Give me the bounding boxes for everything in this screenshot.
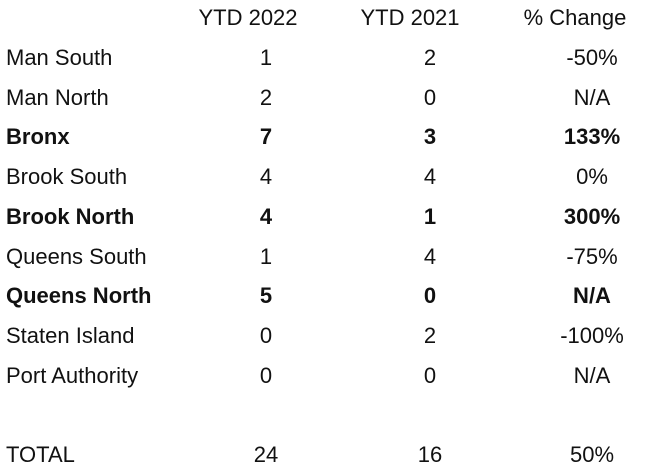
row-name: Staten Island [6, 322, 135, 348]
cell-value: 133% [563, 124, 621, 150]
cell-value: 0 [259, 362, 273, 388]
row-name: Queens South [6, 243, 147, 269]
cell-value: 0 [423, 84, 437, 110]
cell-value: 0 [423, 362, 437, 388]
row-name: Man South [6, 45, 113, 70]
column-header: YTD 2021 [360, 5, 460, 30]
cell-value: N/A [573, 84, 611, 110]
cell-value: 0 [423, 283, 437, 309]
total-name: TOTAL [6, 442, 75, 467]
row-name: Man North [6, 84, 109, 110]
total-value: 50% [569, 442, 615, 467]
cell-value: -100% [560, 322, 624, 348]
cell-value: 2 [259, 84, 273, 110]
total-value: 16 [417, 442, 443, 467]
row-name: Bronx [6, 124, 70, 150]
cell-value: 4 [259, 203, 273, 229]
column-header: YTD 2022 [198, 5, 298, 30]
cell-value: 1 [423, 203, 437, 229]
cell-value: N/A [573, 283, 611, 309]
cell-value: -50% [566, 45, 618, 70]
row-name: Brook South [6, 164, 128, 190]
cell-value: 1 [259, 243, 273, 269]
cell-value: 5 [259, 283, 273, 309]
row-name: Brook North [6, 203, 135, 229]
cell-value: 2 [423, 45, 437, 70]
cell-value: -75% [566, 243, 618, 269]
total-value: 24 [253, 442, 279, 467]
row-name: Port Authority [6, 362, 139, 388]
cell-value: 0 [259, 322, 273, 348]
cell-value: 2 [423, 322, 437, 348]
cell-value: 4 [259, 164, 273, 190]
cell-value: 4 [423, 164, 437, 190]
cell-value: 3 [423, 124, 437, 150]
cell-value: 7 [259, 124, 273, 150]
cell-value: 4 [423, 243, 437, 269]
column-header: % Change [523, 5, 627, 30]
cell-value: 1 [259, 45, 273, 70]
row-name: Queens North [6, 283, 152, 309]
cell-value: 300% [563, 203, 621, 229]
cell-value: 0% [576, 164, 608, 190]
cell-value: N/A [573, 362, 611, 388]
